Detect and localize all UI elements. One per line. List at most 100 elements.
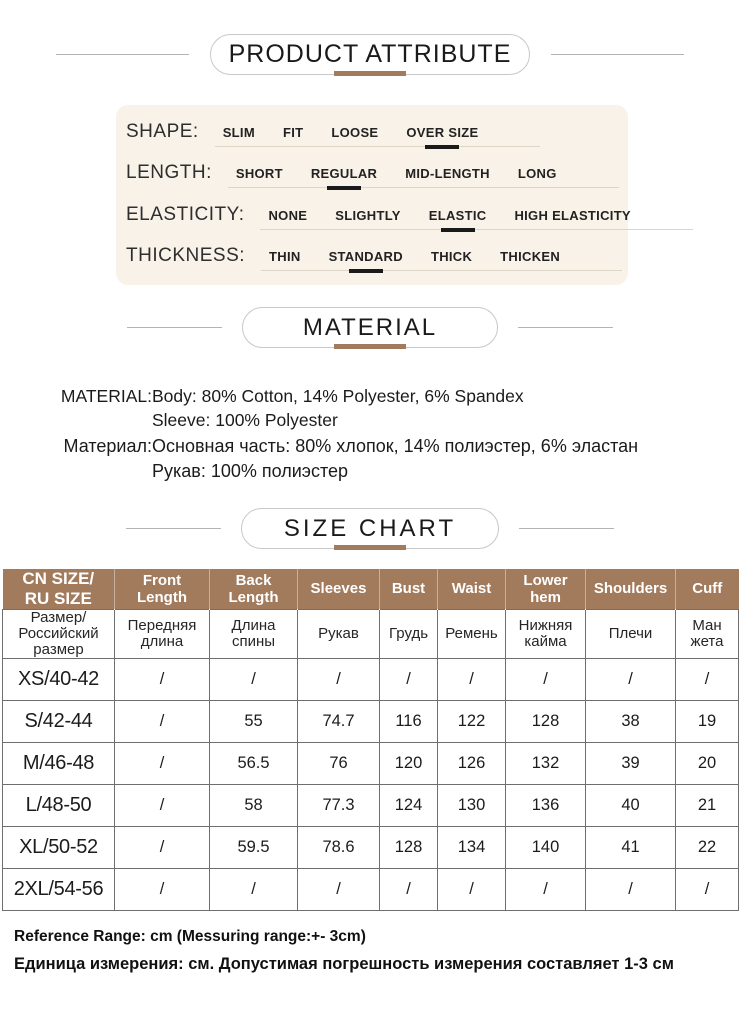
attributes-box: SHAPE: SLIM FIT LOOSE OVER SIZE LENGTH: SHORT R… [116,105,693,285]
size-value-cell: / [114,784,210,828]
size-chart-header-row: CN SIZE/RU SIZE Front Length Back Length Sl… [2,569,739,609]
attribute-options: SHORT REGULAR MID-LENGTH LONG [227,166,619,189]
accent-bar [334,545,406,550]
size-value-cell: 128 [379,826,438,870]
size-value-cell: 120 [379,742,438,786]
size-chart-header-cell: Shoulders [585,569,676,609]
size-value-cell: 38 [585,700,676,744]
attribute-options: SLIM FIT LOOSE OVER SIZE [214,125,541,147]
size-label-cell: M/46-48 [2,742,115,786]
attribute-option: ELASTIC [428,207,487,223]
size-value-cell: 76 [297,742,380,786]
attribute-option: THIN [269,248,301,264]
size-chart-subheader-cell: Размер/Российский размер [2,608,115,660]
size-value-cell: / [209,658,298,702]
size-value-cell: 39 [585,742,676,786]
size-value-cell: 40 [585,784,676,828]
divider-line-left [126,528,221,529]
size-value-cell: / [114,658,210,702]
size-value-cell: / [505,868,586,912]
size-value-cell: 55 [209,700,298,744]
material-label-ru: Материал: [63,436,152,456]
divider-line-left [127,327,222,328]
accent-bar [334,344,406,349]
size-label-cell: 2XL/54-56 [2,868,115,912]
size-chart-header-cell: Cuff [675,569,739,609]
size-value-cell: 116 [379,700,438,744]
size-chart-header-cell: Lower hem [505,569,586,609]
size-chart-subheader-cell: Плечи [585,608,676,660]
footer-notes: Reference Range: cm (Messuring range:+- … [14,928,740,974]
material-label-en: MATERIAL: [60,386,152,406]
attribute-option: HIGH ELASTICITY [514,207,631,223]
attribute-option: OVER SIZE [406,125,479,140]
size-chart-subheader-cell: Длина спины [209,608,298,660]
attribute-option: SLIGHTLY [335,207,401,223]
size-chart-subheader-cell: Ремень [437,608,506,660]
product-attribute-pill: PRODUCT ATTRIBUTE [210,34,530,76]
size-chart-subheader-cell: Рукав [297,608,380,660]
size-chart-pill: SIZE CHART [241,508,499,550]
material-content-en: Body: 80% Cotton, 14% Polyester, 6% Span… [152,384,524,432]
size-chart-subheader-cell: Передняя длина [114,608,210,660]
size-value-cell: 77.3 [297,784,380,828]
size-value-cell: / [379,868,438,912]
size-chart-header-cell: Waist [437,569,506,609]
material-sleeve-ru: Рукав: 100% полиэстер [152,461,349,481]
material-content-ru: Основная часть: 80% хлопок, 14% полиэсте… [152,434,638,484]
size-chart-header-cell: Sleeves [297,569,380,609]
size-value-cell: 136 [505,784,586,828]
size-value-cell: 41 [585,826,676,870]
size-value-cell: 22 [675,826,739,870]
attribute-option: MID-LENGTH [405,166,490,182]
size-value-cell: 134 [437,826,506,870]
size-chart-header-cell: Back Length [209,569,298,609]
size-value-cell: / [437,868,506,912]
attribute-options: NONE SLIGHTLY ELASTIC HIGH ELASTICITY [260,207,693,230]
reference-range-note-en: Reference Range: cm (Messuring range:+- … [14,928,366,946]
size-value-cell: / [675,868,739,912]
size-value-cell: / [209,868,298,912]
size-value-cell: / [585,868,676,912]
material-body-en: Body: 80% Cotton, 14% Polyester, 6% Span… [152,386,524,406]
product-attribute-header: PRODUCT ATTRIBUTE [0,34,740,76]
attribute-option: STANDARD [328,248,403,264]
size-value-cell: / [114,742,210,786]
attribute-option: LONG [517,166,557,182]
material-row-en: MATERIAL: Body: 80% Cotton, 14% Polyeste… [0,384,740,432]
attribute-option: SHORT [235,166,283,182]
size-value-cell: / [379,658,438,702]
attribute-option: REGULAR [310,166,378,182]
size-chart-table: CN SIZE/RU SIZE Front Length Back Length Sl… [2,569,739,912]
size-value-cell: 19 [675,700,739,744]
attribute-option: THICK [430,248,473,264]
material-title: MATERIAL [302,313,438,341]
size-value-cell: / [114,868,210,912]
attribute-row: LENGTH: SHORT REGULAR MID-LENGTH LONG [126,162,628,189]
size-value-cell: / [437,658,506,702]
size-value-cell: 124 [379,784,438,828]
divider-line-right [518,327,613,328]
material-section: MATERIAL: Body: 80% Cotton, 14% Polyeste… [0,384,740,484]
size-value-cell: 59.5 [209,826,298,870]
size-chart-row: M/46-48/56.5 76 120 126 132 39 20 [2,742,739,786]
size-chart-row: L/48-50/58 77.3 124 130 136 40 21 [2,784,739,828]
size-value-cell: 132 [505,742,586,786]
size-chart-subheader-row: Размер/Российский размер Передняя длина Длин… [2,608,739,660]
size-value-cell: 58 [209,784,298,828]
size-value-cell: / [675,658,739,702]
size-value-cell: 126 [437,742,506,786]
size-label-cell: L/48-50 [2,784,115,828]
size-chart-subheader-cell: Нижняя кайма [505,608,586,660]
size-chart-header: SIZE CHART [0,508,740,550]
material-row-ru: Материал: Основная часть: 80% хлопок, 14… [0,434,740,484]
reference-range-note-ru: Единица измерения: см. Допустимая погреш… [14,955,674,974]
attribute-row: ELASTICITY: NONE SLIGHTLY ELASTIC HIGH ELAST… [126,204,693,230]
size-chart-subheader-cell: Ман жета [675,608,739,660]
attribute-options: THIN STANDARD THICK THICKEN [261,248,623,271]
attribute-option: NONE [268,207,308,223]
size-value-cell: / [297,868,380,912]
size-chart-header-cell: CN SIZE/RU SIZE [2,569,115,609]
attribute-label: SHAPE: [126,121,199,142]
size-value-cell: / [114,826,210,870]
